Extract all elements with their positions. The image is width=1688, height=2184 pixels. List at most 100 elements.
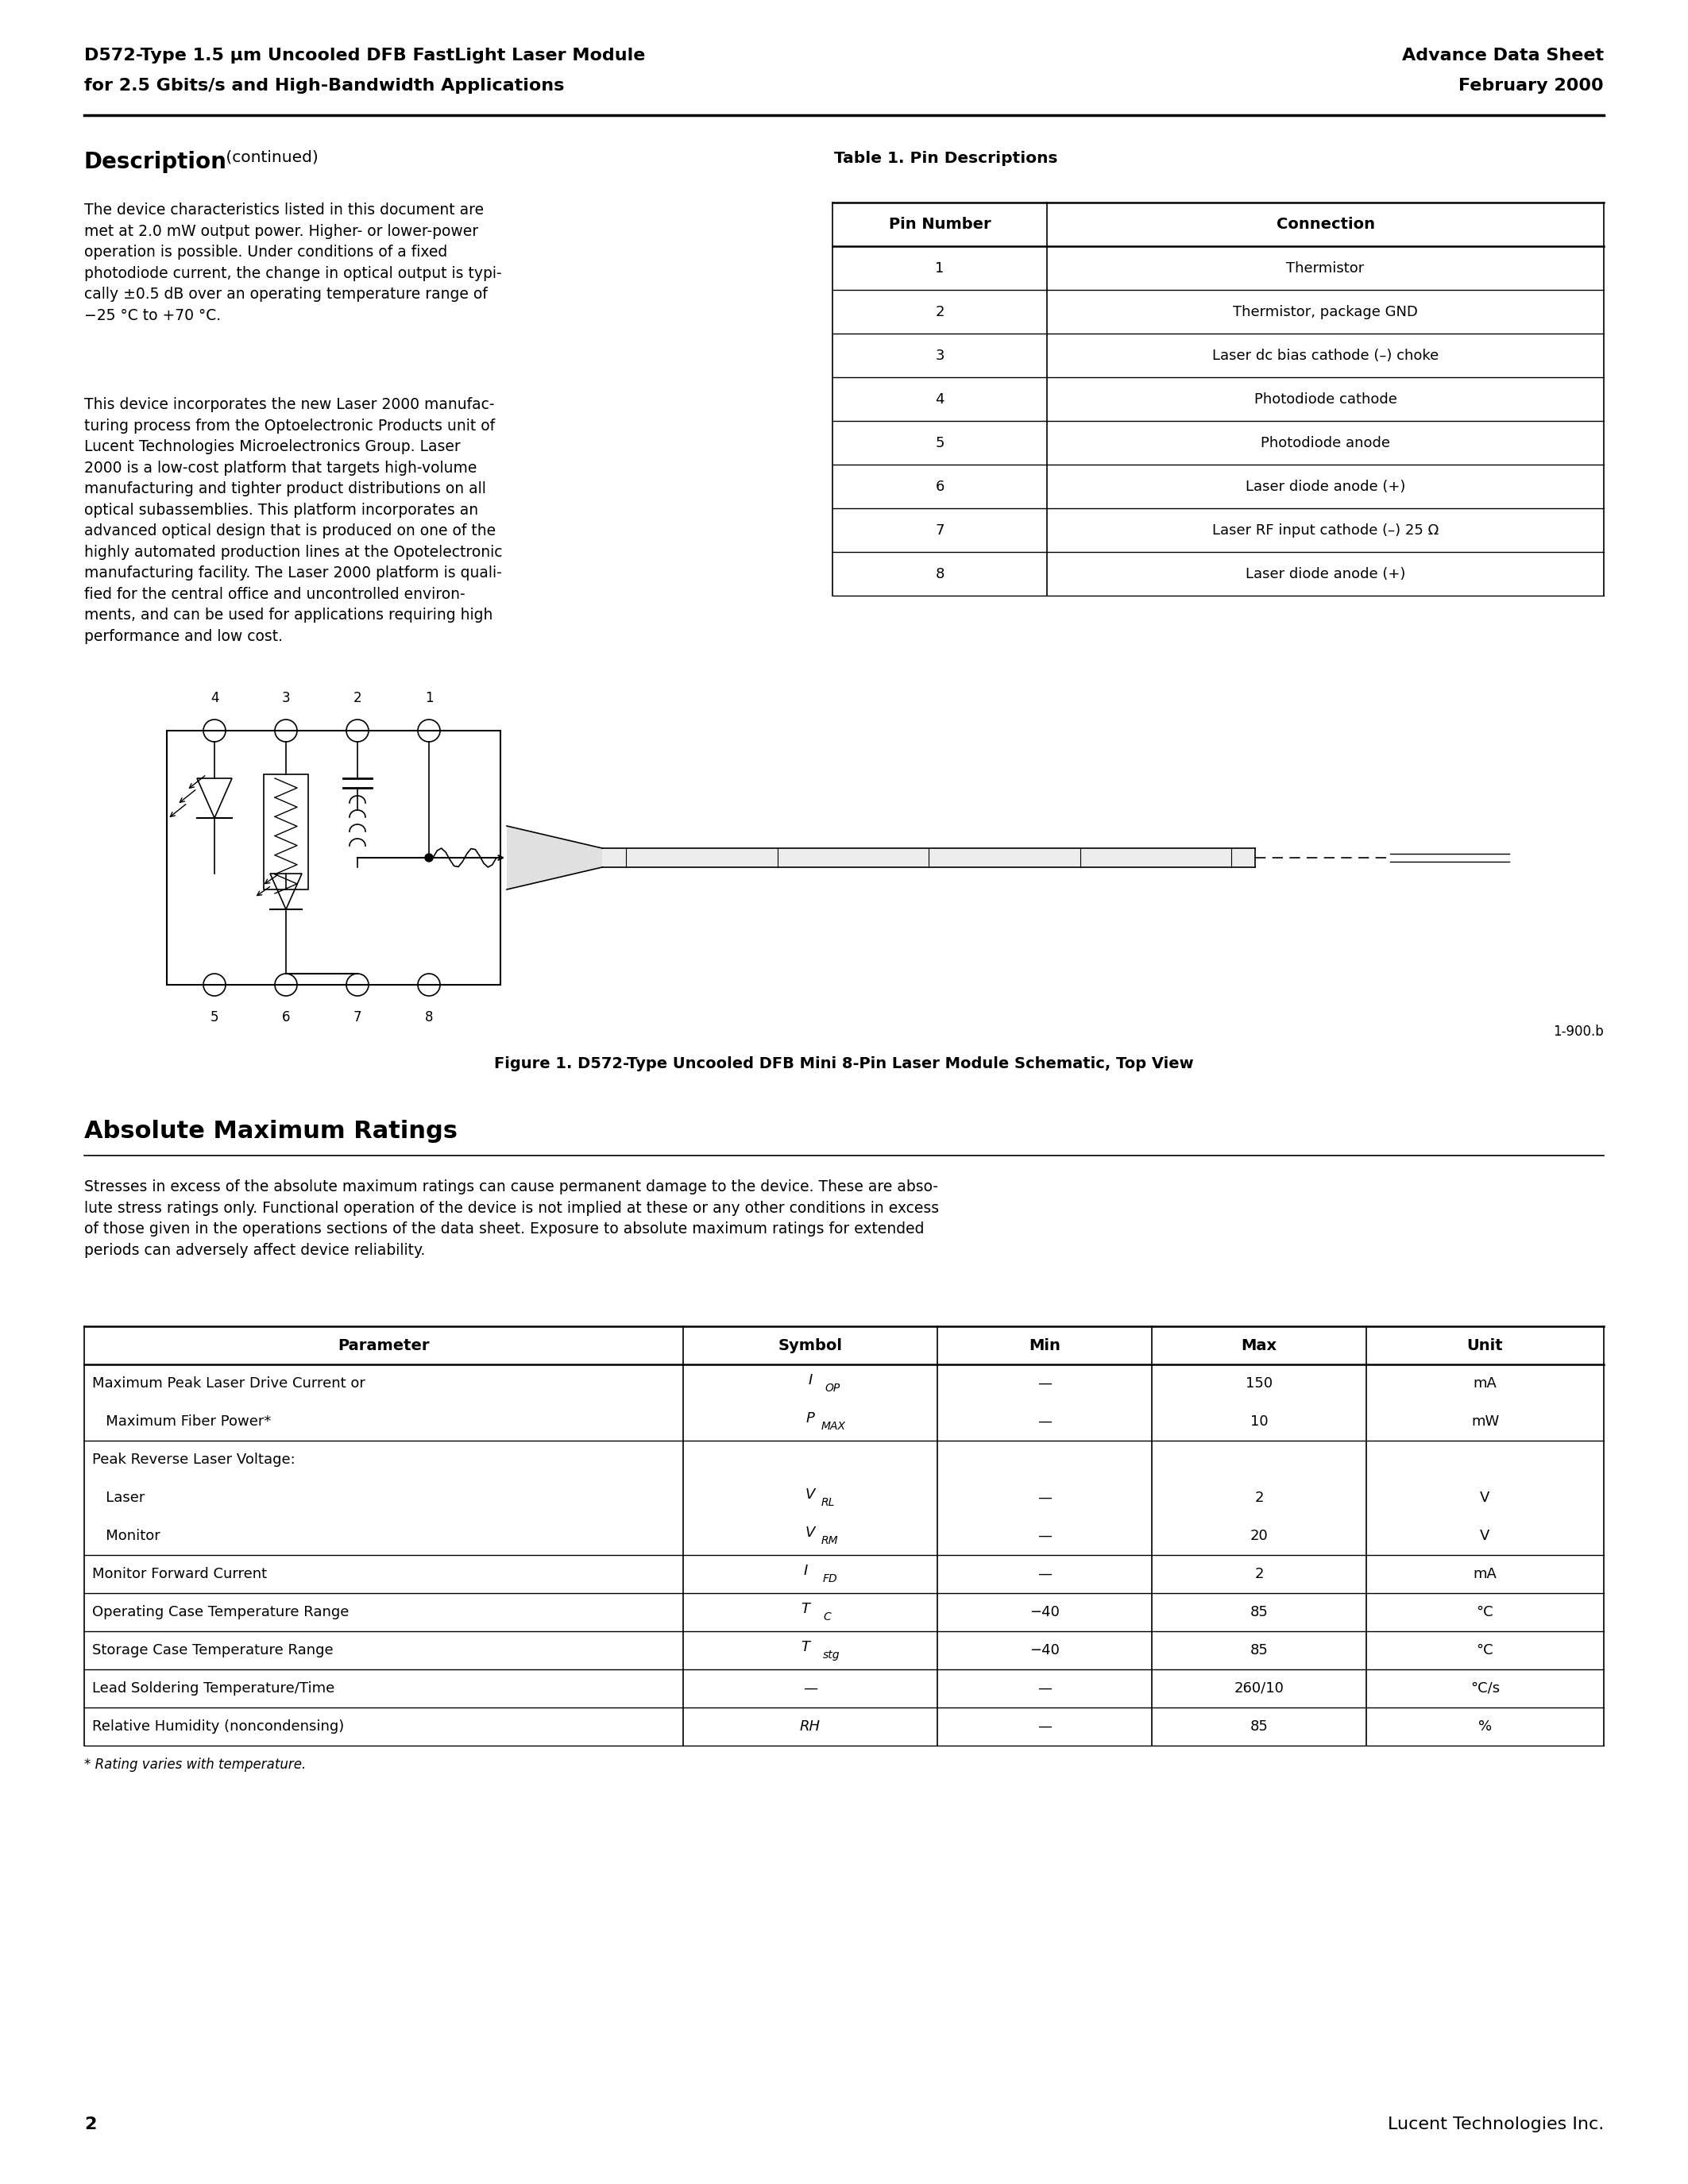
Polygon shape	[603, 847, 1256, 867]
Text: This device incorporates the new Laser 2000 manufac-
turing process from the Opt: This device incorporates the new Laser 2…	[84, 397, 503, 644]
Text: 7: 7	[353, 1011, 361, 1024]
Text: —: —	[1038, 1415, 1052, 1428]
Text: 8: 8	[425, 1011, 434, 1024]
Text: Monitor Forward Current: Monitor Forward Current	[93, 1566, 267, 1581]
Text: Min: Min	[1028, 1339, 1060, 1352]
Text: Absolute Maximum Ratings: Absolute Maximum Ratings	[84, 1120, 457, 1142]
Text: mA: mA	[1474, 1566, 1497, 1581]
Text: —: —	[1038, 1376, 1052, 1391]
Text: Laser: Laser	[93, 1492, 145, 1505]
Text: —: —	[1038, 1682, 1052, 1695]
Text: FD: FD	[824, 1572, 837, 1583]
Text: Stresses in excess of the absolute maximum ratings can cause permanent damage to: Stresses in excess of the absolute maxim…	[84, 1179, 939, 1258]
Text: The device characteristics listed in this document are
met at 2.0 mW output powe: The device characteristics listed in thi…	[84, 203, 501, 323]
Text: RM: RM	[822, 1535, 839, 1546]
Text: February 2000: February 2000	[1458, 79, 1604, 94]
Text: Monitor: Monitor	[93, 1529, 160, 1544]
Text: Description: Description	[84, 151, 228, 173]
Text: T: T	[802, 1640, 810, 1653]
Text: —: —	[1038, 1529, 1052, 1544]
Text: V: V	[805, 1527, 815, 1540]
Text: Operating Case Temperature Range: Operating Case Temperature Range	[93, 1605, 349, 1618]
Text: −40: −40	[1030, 1605, 1060, 1618]
Text: 10: 10	[1251, 1415, 1268, 1428]
Text: Relative Humidity (noncondensing): Relative Humidity (noncondensing)	[93, 1719, 344, 1734]
Text: 4: 4	[935, 391, 944, 406]
Text: °C/s: °C/s	[1470, 1682, 1501, 1695]
Text: Thermistor: Thermistor	[1286, 260, 1364, 275]
Text: RL: RL	[822, 1496, 836, 1509]
Text: Laser dc bias cathode (–) choke: Laser dc bias cathode (–) choke	[1212, 347, 1438, 363]
Text: —: —	[1038, 1719, 1052, 1734]
Text: 3: 3	[282, 690, 290, 705]
Text: Storage Case Temperature Range: Storage Case Temperature Range	[93, 1642, 333, 1658]
Text: 3: 3	[935, 347, 944, 363]
Text: −40: −40	[1030, 1642, 1060, 1658]
Text: Parameter: Parameter	[338, 1339, 429, 1352]
Text: C: C	[824, 1612, 830, 1623]
Text: 6: 6	[282, 1011, 290, 1024]
Text: 8: 8	[935, 566, 944, 581]
Text: 6: 6	[935, 478, 944, 494]
Bar	[167, 732, 500, 985]
Text: °C: °C	[1477, 1605, 1494, 1618]
Text: —: —	[803, 1682, 817, 1695]
Bar	[263, 775, 309, 889]
Text: stg: stg	[824, 1649, 841, 1660]
Text: OP: OP	[824, 1382, 841, 1393]
Text: Pin Number: Pin Number	[888, 216, 991, 232]
Text: Lead Soldering Temperature/Time: Lead Soldering Temperature/Time	[93, 1682, 334, 1695]
Text: 4: 4	[211, 690, 219, 705]
Text: V: V	[1480, 1492, 1491, 1505]
Text: Laser diode anode (+): Laser diode anode (+)	[1246, 478, 1406, 494]
Text: 85: 85	[1249, 1719, 1268, 1734]
Text: Laser RF input cathode (–) 25 Ω: Laser RF input cathode (–) 25 Ω	[1212, 522, 1438, 537]
Text: (continued): (continued)	[221, 149, 319, 164]
Text: 2: 2	[353, 690, 361, 705]
Text: 85: 85	[1249, 1642, 1268, 1658]
Text: Advance Data Sheet: Advance Data Sheet	[1403, 48, 1604, 63]
Text: Connection: Connection	[1276, 216, 1374, 232]
Text: 2: 2	[1254, 1492, 1264, 1505]
Text: 1: 1	[425, 690, 434, 705]
Polygon shape	[506, 826, 603, 889]
Text: Photodiode anode: Photodiode anode	[1261, 435, 1391, 450]
Text: Figure 1. D572-Type Uncooled DFB Mini 8-Pin Laser Module Schematic, Top View: Figure 1. D572-Type Uncooled DFB Mini 8-…	[495, 1057, 1193, 1072]
Text: Peak Reverse Laser Voltage:: Peak Reverse Laser Voltage:	[93, 1452, 295, 1468]
Text: 85: 85	[1249, 1605, 1268, 1618]
Text: T: T	[802, 1601, 810, 1616]
Text: Maximum Fiber Power*: Maximum Fiber Power*	[93, 1415, 272, 1428]
Text: 5: 5	[211, 1011, 219, 1024]
Text: Lucent Technologies Inc.: Lucent Technologies Inc.	[1388, 2116, 1604, 2132]
Text: 1: 1	[935, 260, 944, 275]
Text: Table 1. Pin Descriptions: Table 1. Pin Descriptions	[834, 151, 1058, 166]
Text: %: %	[1479, 1719, 1492, 1734]
Text: mA: mA	[1474, 1376, 1497, 1391]
Text: 7: 7	[935, 522, 944, 537]
Text: —: —	[1038, 1492, 1052, 1505]
Text: Laser diode anode (+): Laser diode anode (+)	[1246, 566, 1406, 581]
Text: Max: Max	[1241, 1339, 1278, 1352]
Text: I: I	[809, 1374, 812, 1387]
Text: 150: 150	[1246, 1376, 1273, 1391]
Text: 5: 5	[935, 435, 944, 450]
Text: 20: 20	[1251, 1529, 1268, 1544]
Text: 1-900.b: 1-900.b	[1553, 1024, 1604, 1040]
Text: 260/10: 260/10	[1234, 1682, 1285, 1695]
Text: 2: 2	[1254, 1566, 1264, 1581]
Text: 2: 2	[935, 304, 944, 319]
Text: Thermistor, package GND: Thermistor, package GND	[1232, 304, 1418, 319]
Text: mW: mW	[1470, 1415, 1499, 1428]
Text: V: V	[1480, 1529, 1491, 1544]
Text: Symbol: Symbol	[778, 1339, 842, 1352]
Text: Unit: Unit	[1467, 1339, 1504, 1352]
Text: I: I	[803, 1564, 807, 1579]
Text: —: —	[1038, 1566, 1052, 1581]
Text: P: P	[805, 1411, 815, 1426]
Text: V: V	[805, 1487, 815, 1503]
Text: D572-Type 1.5 μm Uncooled DFB FastLight Laser Module: D572-Type 1.5 μm Uncooled DFB FastLight …	[84, 48, 645, 63]
Text: MAX: MAX	[822, 1422, 846, 1433]
Circle shape	[425, 854, 432, 863]
Text: * Rating varies with temperature.: * Rating varies with temperature.	[84, 1758, 306, 1771]
Text: 2: 2	[84, 2116, 96, 2132]
